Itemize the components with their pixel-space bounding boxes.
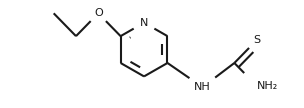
Text: NH: NH xyxy=(194,82,211,92)
Text: O: O xyxy=(94,8,103,18)
Text: NH₂: NH₂ xyxy=(257,81,278,91)
Text: S: S xyxy=(253,35,260,45)
Text: N: N xyxy=(140,18,148,28)
